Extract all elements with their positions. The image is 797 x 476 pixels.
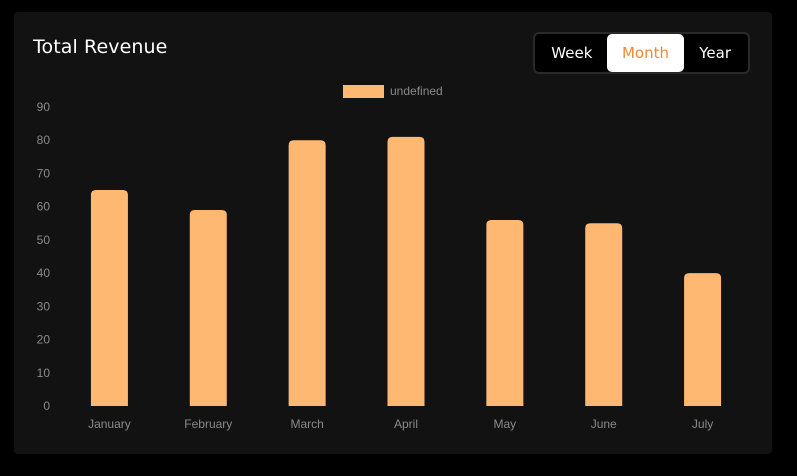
x-tick-label: January [88,417,131,431]
range-toggle-group: Week Month Year [533,32,750,74]
y-tick-label: 90 [37,100,51,114]
bar-july [684,273,722,406]
year-button[interactable]: Year [684,34,746,72]
bar-may [486,219,524,406]
bar-april [387,136,425,406]
y-tick-label: 50 [37,233,51,247]
y-tick-label: 10 [37,366,51,380]
y-tick-label: 30 [37,299,51,313]
y-tick-label: 20 [37,333,51,347]
y-tick-label: 80 [37,133,51,147]
y-tick-label: 60 [37,200,51,214]
month-button[interactable]: Month [606,34,685,72]
legend-label: undefined [390,84,443,98]
bar-june [585,223,623,406]
legend-swatch [343,85,384,98]
x-tick-label: February [184,417,232,431]
week-button[interactable]: Week [537,34,607,72]
x-tick-label: July [692,417,713,431]
y-tick-label: 70 [37,166,51,180]
bar-february [189,209,227,406]
x-tick-label: June [591,417,617,431]
card-title: Total Revenue [33,36,168,58]
bar-january [90,190,128,406]
x-tick-label: May [494,417,517,431]
x-tick-label: March [290,417,323,431]
x-tick-label: April [394,417,418,431]
y-tick-label: 40 [37,266,51,280]
y-tick-label: 0 [43,399,50,413]
bar-march [288,140,326,406]
